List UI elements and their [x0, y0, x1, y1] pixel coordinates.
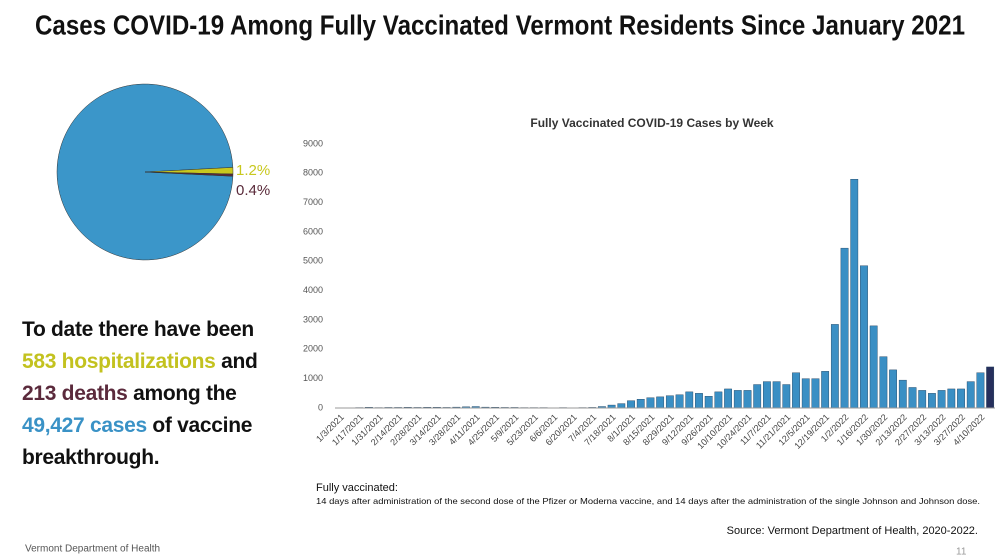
- bar: [957, 388, 965, 409]
- statement-part: 49,427 cases: [22, 414, 147, 437]
- bar: [889, 369, 897, 409]
- bar: [821, 371, 830, 409]
- bar: [928, 393, 936, 409]
- bar: [714, 391, 723, 409]
- footnote-title: Fully vaccinated:: [316, 482, 398, 494]
- footnote-text: 14 days after administration of the seco…: [316, 496, 980, 506]
- bar: [947, 388, 956, 409]
- bar: [772, 381, 781, 409]
- statement-part: among the: [127, 382, 237, 405]
- statement-part: and: [215, 350, 258, 373]
- chart-title: Fully Vaccinated COVID-19 Cases by Week: [530, 116, 774, 130]
- bar: [646, 397, 655, 409]
- bar: [879, 356, 888, 409]
- y-tick-label: 5000: [303, 256, 323, 266]
- bar: [695, 393, 703, 409]
- bar: [850, 178, 859, 409]
- source: Source: Vermont Department of Health, 20…: [727, 525, 978, 537]
- y-tick-label: 2000: [303, 344, 323, 354]
- statement-part: To date there have been: [22, 318, 254, 341]
- pie-label: 1.2%: [236, 162, 270, 179]
- slide-title: Cases COVID-19 Among Fully Vaccinated Ve…: [35, 9, 965, 40]
- bar: [860, 265, 868, 409]
- bar: [840, 247, 849, 409]
- bar: [792, 372, 800, 409]
- bar: [636, 399, 645, 409]
- bar: [898, 379, 907, 409]
- bar: [656, 396, 665, 409]
- statement-part: of vaccine breakthrough.: [22, 414, 253, 469]
- bar: [908, 387, 917, 409]
- bar: [665, 395, 674, 409]
- pie-label: 0.4%: [236, 182, 270, 199]
- y-tick-label: 0: [318, 402, 323, 412]
- bar: [976, 372, 985, 409]
- y-tick-label: 4000: [303, 285, 323, 295]
- bar: [801, 378, 810, 409]
- bar: [733, 390, 742, 409]
- bar: [617, 403, 626, 409]
- bar: [763, 381, 771, 409]
- pie-slice: [56, 83, 234, 261]
- y-tick-label: 3000: [303, 314, 323, 324]
- statement: To date there have been 583 hospitalizat…: [22, 314, 284, 474]
- bar: [743, 390, 752, 409]
- bar: [986, 366, 995, 409]
- y-tick-label: 7000: [303, 197, 323, 207]
- page-number: 11: [956, 547, 967, 557]
- footer: Vermont Department of Health: [25, 544, 160, 555]
- bar: [753, 384, 762, 409]
- bar: [685, 391, 694, 409]
- y-tick-label: 8000: [303, 168, 323, 178]
- bar: [869, 325, 878, 409]
- bar: [704, 396, 713, 409]
- bar: [830, 324, 839, 409]
- y-tick-label: 9000: [303, 138, 323, 148]
- bar: [782, 384, 791, 409]
- bar: [724, 388, 732, 409]
- bar: [675, 394, 684, 409]
- y-tick-label: 1000: [303, 373, 323, 383]
- bar: [966, 381, 975, 409]
- bar: [627, 400, 635, 409]
- bar: [918, 390, 927, 409]
- y-tick-label: 6000: [303, 226, 323, 236]
- statement-part: 583 hospitalizations: [22, 350, 216, 373]
- bar: [811, 378, 820, 409]
- pie-slice: [144, 171, 234, 177]
- bar: [937, 390, 946, 409]
- statement-part: 213 deaths: [22, 382, 128, 405]
